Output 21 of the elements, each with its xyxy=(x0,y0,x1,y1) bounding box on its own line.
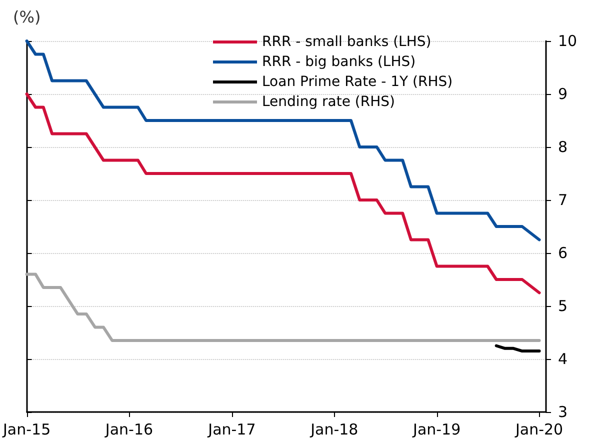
x-tick-label: Jan-20 xyxy=(514,420,564,438)
x-tick-label: Jan-15 xyxy=(2,420,51,438)
line-series xyxy=(25,92,541,294)
legend-label: RRR - big banks (LHS) xyxy=(262,54,416,70)
x-tick-label: Jan-18 xyxy=(310,420,358,438)
x-tick-label: Jan-17 xyxy=(207,420,256,438)
y-tick-label: 5 xyxy=(558,297,568,315)
y-tick-label: 6 xyxy=(558,244,568,262)
legend-label: RRR - small banks (LHS) xyxy=(262,34,432,50)
legend-label: Lending rate (RHS) xyxy=(262,94,395,110)
y-tick-label: 3 xyxy=(558,403,568,421)
y-tick-label: 10 xyxy=(558,32,578,50)
y-tick-label: 9 xyxy=(558,85,568,103)
legend-label: Loan Prime Rate - 1Y (RHS) xyxy=(262,74,453,90)
line-series xyxy=(25,272,541,342)
x-tick-label: Jan-19 xyxy=(412,420,461,438)
x-tick-label: Jan-16 xyxy=(104,420,154,438)
y-tick-label: 8 xyxy=(558,138,568,156)
y-tick-label: 4 xyxy=(558,350,568,368)
y-tick-label: 7 xyxy=(558,191,568,209)
y-axis-title: (%) xyxy=(13,8,41,26)
